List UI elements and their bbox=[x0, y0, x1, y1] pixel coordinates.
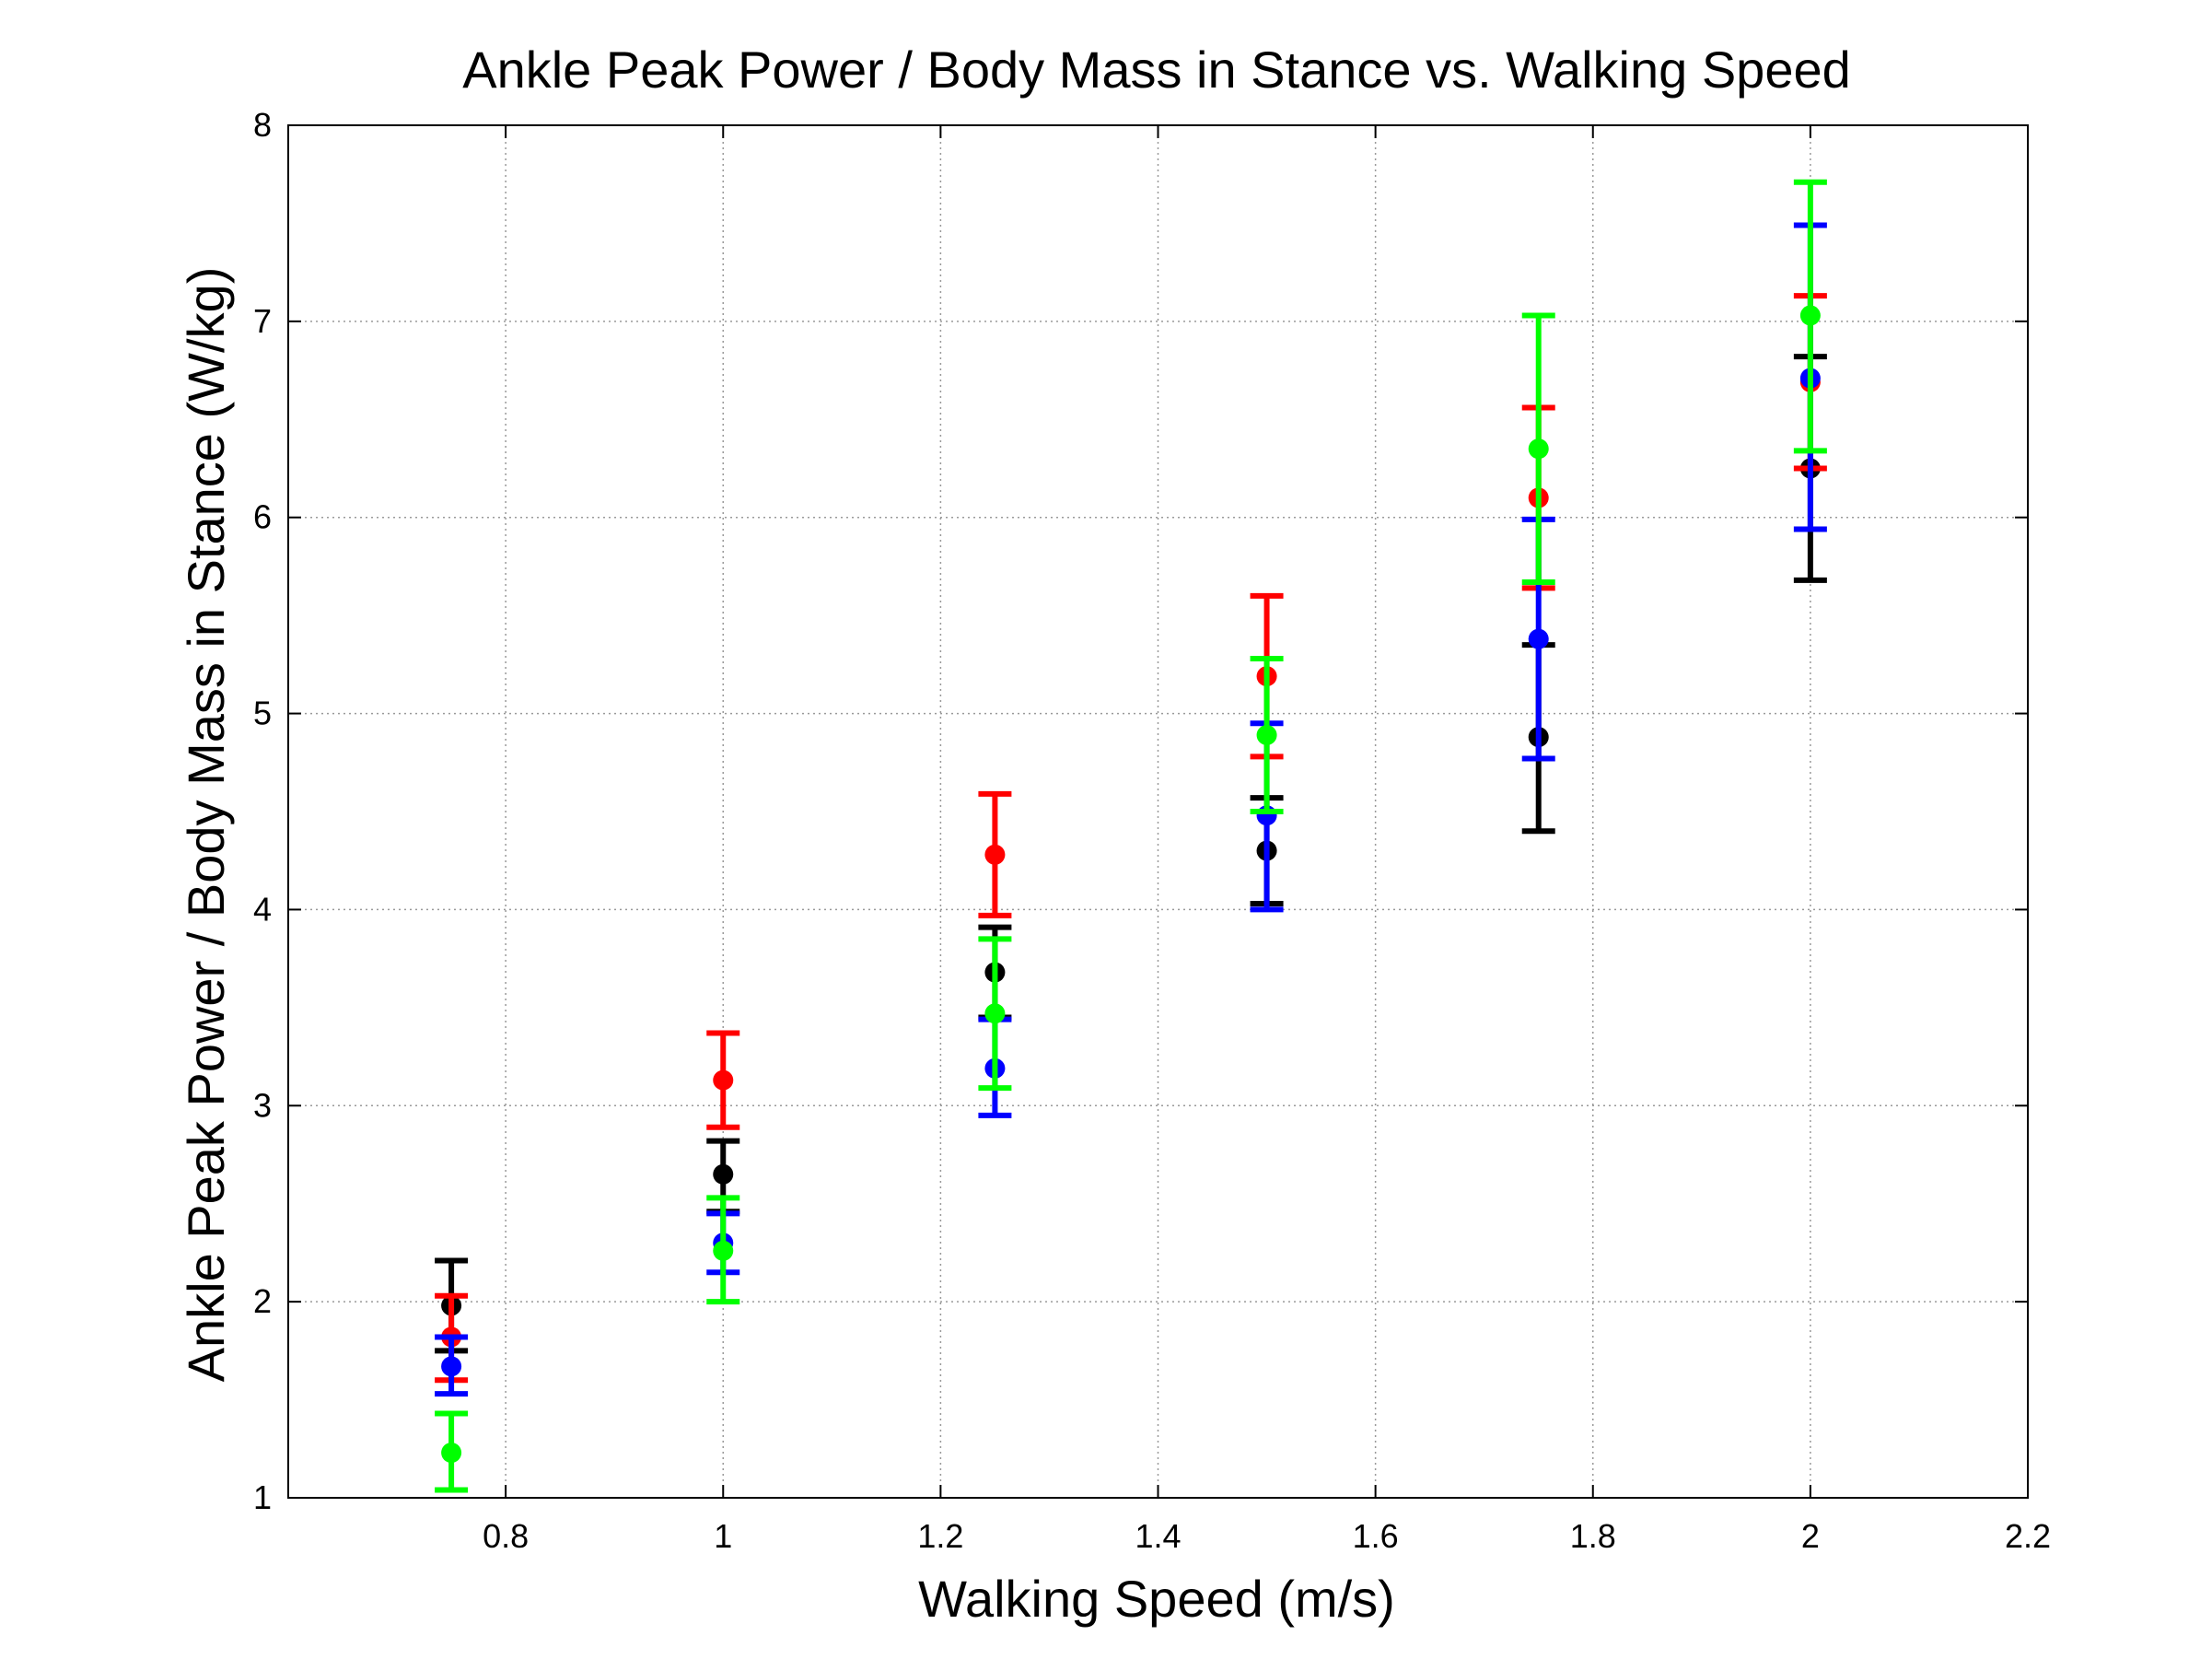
data-point bbox=[441, 1356, 462, 1377]
data-point bbox=[713, 1163, 734, 1185]
y-tick-label: 5 bbox=[253, 695, 272, 732]
y-tick-label: 6 bbox=[253, 498, 272, 536]
data-point bbox=[1256, 724, 1277, 745]
x-axis-label: Walking Speed (m/s) bbox=[918, 1570, 1395, 1628]
data-point bbox=[441, 1443, 462, 1464]
y-tick-label: 8 bbox=[253, 106, 272, 144]
x-tick-label: 2 bbox=[1801, 1517, 1820, 1555]
x-tick-label: 1.8 bbox=[1570, 1517, 1616, 1555]
y-tick-label: 1 bbox=[253, 1478, 272, 1516]
y-tick-label: 7 bbox=[253, 302, 272, 340]
data-series bbox=[435, 179, 1827, 1493]
x-tick-label: 0.8 bbox=[483, 1517, 529, 1555]
x-tick-label: 1.4 bbox=[1135, 1517, 1181, 1555]
y-tick-label: 4 bbox=[253, 890, 272, 928]
x-tick-label: 1 bbox=[714, 1517, 732, 1555]
data-point bbox=[1528, 438, 1549, 460]
data-point bbox=[984, 844, 1006, 865]
data-point bbox=[713, 1240, 734, 1261]
data-point bbox=[713, 1069, 734, 1091]
x-tick-label: 1.6 bbox=[1353, 1517, 1399, 1555]
data-point bbox=[984, 1003, 1006, 1024]
series-1 bbox=[435, 293, 1827, 1384]
grid-lines bbox=[288, 125, 2028, 1498]
chart-title: Ankle Peak Power / Body Mass in Stance v… bbox=[462, 41, 1851, 99]
x-tick-label: 2.2 bbox=[2005, 1517, 2051, 1555]
y-tick-label: 2 bbox=[253, 1282, 272, 1320]
data-point bbox=[1528, 628, 1549, 649]
series-3 bbox=[435, 179, 1827, 1493]
series-0 bbox=[435, 354, 1827, 1354]
series-2 bbox=[435, 222, 1827, 1397]
x-tick-label: 1.2 bbox=[917, 1517, 963, 1555]
y-tick-label: 3 bbox=[253, 1086, 272, 1124]
axis-ticks: 0.8 1 1.2 1.4 1.6 1.8 2 2.2 1 2 3 4 5 6 7 8 bbox=[253, 106, 2051, 1555]
data-point bbox=[1799, 305, 1821, 326]
y-axis-label: Ankle Peak Power / Body Mass in Stance (… bbox=[177, 267, 235, 1383]
